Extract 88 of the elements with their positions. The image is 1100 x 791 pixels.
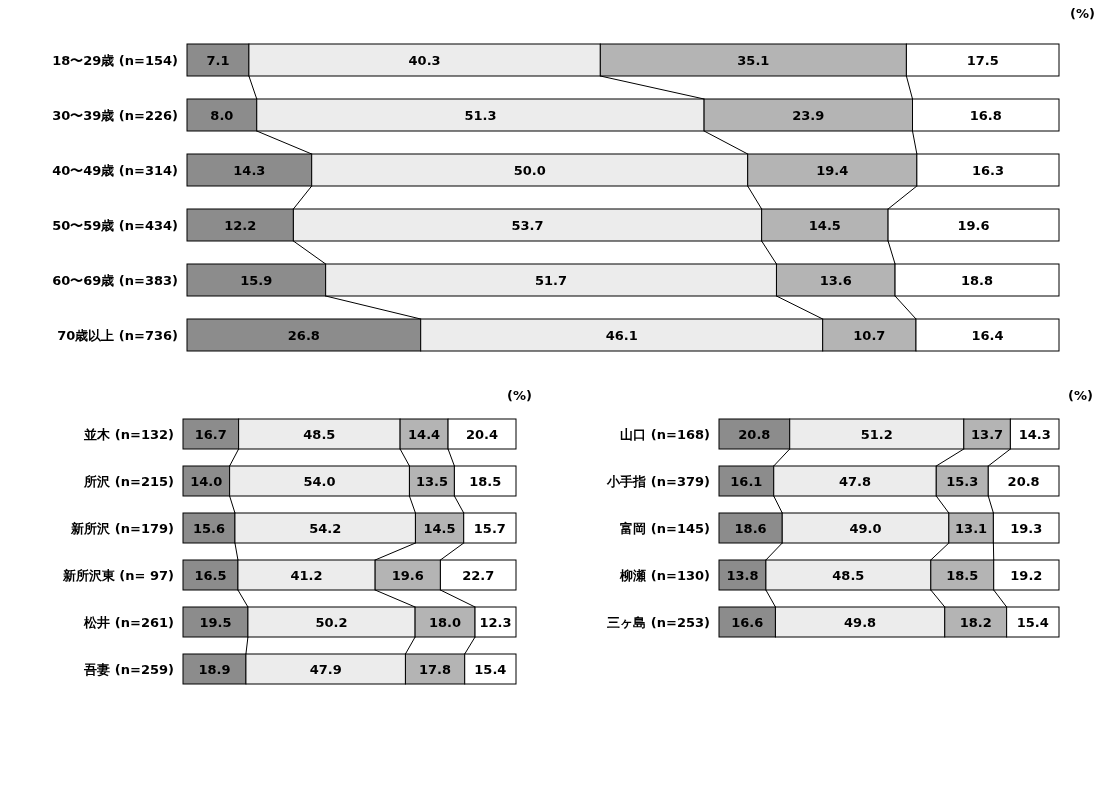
data-label: 19.6 bbox=[957, 218, 990, 233]
data-label: 7.1 bbox=[206, 53, 230, 68]
data-label: 48.5 bbox=[303, 427, 336, 442]
y-tick-label: 30〜39歳 (n=226) bbox=[52, 108, 178, 123]
data-label: 18.2 bbox=[959, 615, 992, 630]
data-label: 15.6 bbox=[192, 521, 226, 536]
data-label: 14.4 bbox=[408, 427, 441, 442]
data-label: 22.7 bbox=[462, 568, 495, 583]
data-label: 54.0 bbox=[303, 474, 336, 489]
data-label: 10.7 bbox=[853, 328, 886, 343]
text: (%) bbox=[1068, 388, 1093, 403]
y-tick-label: 18〜29歳 (n=154) bbox=[52, 53, 178, 68]
data-label: 18.5 bbox=[469, 474, 502, 489]
data-label: 16.6 bbox=[731, 615, 764, 630]
data-label: 13.8 bbox=[726, 568, 759, 583]
data-label: 13.1 bbox=[955, 521, 988, 536]
data-label: 19.5 bbox=[199, 615, 232, 630]
data-label: 19.6 bbox=[391, 568, 424, 583]
data-label: 18.9 bbox=[198, 662, 231, 677]
data-label: 53.7 bbox=[511, 218, 544, 233]
data-label: 15.9 bbox=[240, 273, 273, 288]
data-label: 16.1 bbox=[730, 474, 763, 489]
data-label: 8.0 bbox=[210, 108, 234, 123]
data-label: 14.5 bbox=[423, 521, 456, 536]
data-label: 47.9 bbox=[309, 662, 342, 677]
data-label: 18.5 bbox=[946, 568, 979, 583]
data-label: 51.2 bbox=[860, 427, 893, 442]
data-label: 14.3 bbox=[1018, 427, 1051, 442]
data-label: 46.1 bbox=[605, 328, 638, 343]
data-label: 16.5 bbox=[194, 568, 227, 583]
data-label: 20.8 bbox=[738, 427, 771, 442]
data-label: 16.4 bbox=[971, 328, 1004, 343]
y-tick-label: 所沢 (n=215) bbox=[83, 474, 174, 489]
data-label: 49.0 bbox=[849, 521, 882, 536]
data-label: 12.3 bbox=[479, 615, 512, 630]
data-label: 47.8 bbox=[838, 474, 872, 489]
data-label: 19.3 bbox=[1010, 521, 1043, 536]
data-label: 50.2 bbox=[315, 615, 348, 630]
data-label: 17.8 bbox=[419, 662, 452, 677]
data-label: 40.3 bbox=[408, 53, 441, 68]
text: (%) bbox=[507, 388, 532, 403]
data-label: 51.3 bbox=[464, 108, 497, 123]
data-label: 49.8 bbox=[844, 615, 877, 630]
y-tick-label: 富岡 (n=145) bbox=[620, 521, 710, 536]
data-label: 14.0 bbox=[190, 474, 223, 489]
data-label: 54.2 bbox=[309, 521, 342, 536]
y-tick-label: 山口 (n=168) bbox=[620, 427, 710, 442]
data-label: 23.9 bbox=[792, 108, 825, 123]
data-label: 15.3 bbox=[946, 474, 979, 489]
data-label: 20.4 bbox=[465, 427, 499, 442]
y-tick-label: 吾妻 (n=259) bbox=[83, 662, 174, 677]
y-tick-label: 新所沢東 (n= 97) bbox=[61, 568, 174, 583]
data-label: 15.4 bbox=[474, 662, 507, 677]
y-tick-label: 40〜49歳 (n=314) bbox=[52, 163, 178, 178]
data-label: 26.8 bbox=[287, 328, 320, 343]
y-tick-label: 柳瀬 (n=130) bbox=[619, 568, 710, 583]
data-label: 51.7 bbox=[535, 273, 568, 288]
data-label: 41.2 bbox=[290, 568, 323, 583]
data-label: 16.7 bbox=[194, 427, 227, 442]
y-tick-label: 松井 (n=261) bbox=[83, 615, 174, 630]
data-label: 19.4 bbox=[816, 163, 849, 178]
y-tick-label: 60〜69歳 (n=383) bbox=[52, 273, 178, 288]
data-label: 17.5 bbox=[966, 53, 999, 68]
data-label: 48.5 bbox=[832, 568, 865, 583]
data-label: 18.6 bbox=[734, 521, 767, 536]
data-label: 50.0 bbox=[513, 163, 546, 178]
data-label: 14.5 bbox=[808, 218, 841, 233]
data-label: 16.8 bbox=[969, 108, 1002, 123]
data-label: 18.0 bbox=[429, 615, 462, 630]
data-label: 16.3 bbox=[971, 163, 1004, 178]
text: (%) bbox=[1070, 6, 1095, 21]
data-label: 15.7 bbox=[473, 521, 506, 536]
y-tick-label: 50〜59歳 (n=434) bbox=[52, 218, 178, 233]
y-tick-label: 小手指 (n=379) bbox=[606, 474, 710, 489]
data-label: 15.4 bbox=[1016, 615, 1049, 630]
data-label: 19.2 bbox=[1010, 568, 1043, 583]
data-label: 13.6 bbox=[819, 273, 852, 288]
data-label: 20.8 bbox=[1007, 474, 1040, 489]
y-tick-label: 新所沢 (n=179) bbox=[70, 521, 174, 536]
y-tick-label: 並木 (n=132) bbox=[83, 427, 174, 442]
data-label: 13.5 bbox=[415, 474, 448, 489]
data-label: 14.3 bbox=[233, 163, 266, 178]
data-label: 35.1 bbox=[737, 53, 770, 68]
y-tick-label: 70歳以上 (n=736) bbox=[57, 328, 178, 343]
data-label: 13.7 bbox=[971, 427, 1004, 442]
data-label: 18.8 bbox=[960, 273, 994, 288]
data-label: 12.2 bbox=[224, 218, 257, 233]
y-tick-label: 三ヶ島 (n=253) bbox=[607, 615, 710, 630]
